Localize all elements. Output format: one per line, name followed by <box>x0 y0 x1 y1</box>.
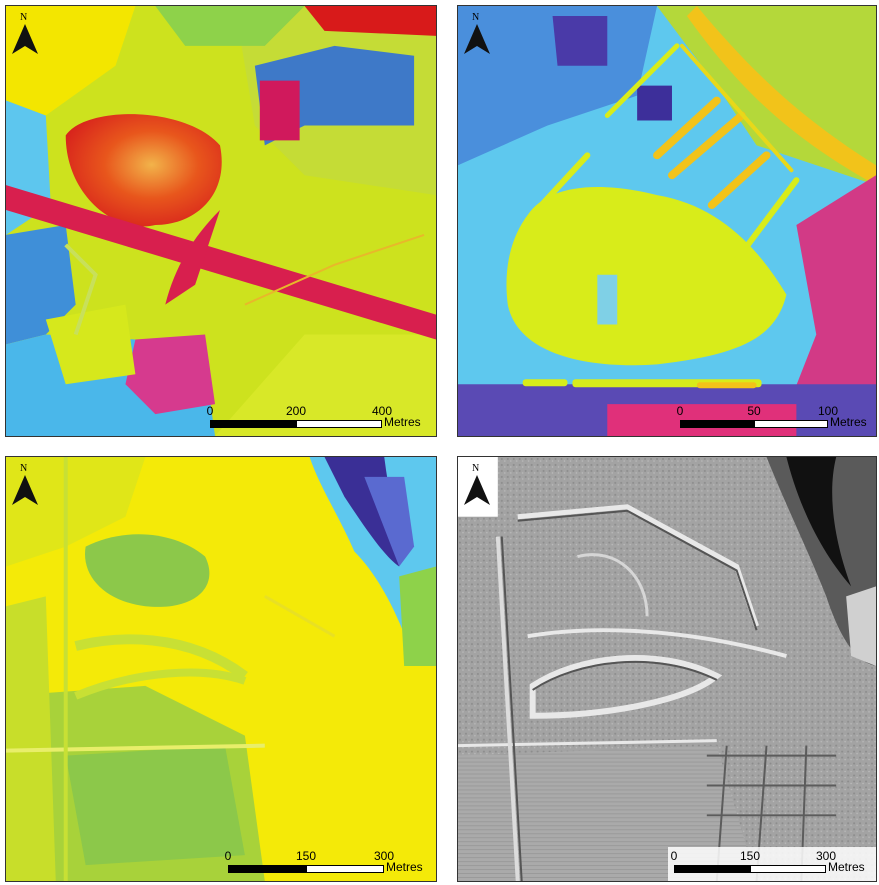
scale-tick: 400 <box>371 404 393 418</box>
scale-unit: Metres <box>830 415 867 429</box>
elevation-raster <box>6 457 436 881</box>
scale-tick: 300 <box>815 849 837 863</box>
scale-bar-graphic <box>228 865 384 873</box>
map-panel-bottom-right: N 0 150 300 Metres <box>457 456 877 882</box>
scale-unit: Metres <box>386 860 423 874</box>
map-panel-top-left: N 0 200 400 Metres <box>5 5 437 437</box>
elevation-raster <box>6 6 436 436</box>
map-panel-top-right: N 0 50 100 Metres <box>457 5 877 437</box>
scale-tick: 0 <box>224 849 232 863</box>
north-arrow: N <box>12 463 38 507</box>
north-arrow: N <box>12 12 38 56</box>
scale-bar-graphic <box>210 420 382 428</box>
scale-bar: 0 150 300 Metres <box>224 849 436 881</box>
scale-tick: 150 <box>295 849 317 863</box>
scale-bar: 0 150 300 Metres <box>668 847 876 881</box>
scale-bar: 0 200 400 Metres <box>206 404 430 436</box>
scale-tick: 150 <box>739 849 761 863</box>
scale-bar-graphic <box>674 865 826 873</box>
north-label: N <box>472 463 480 474</box>
scale-tick: 100 <box>817 404 839 418</box>
north-label: N <box>472 12 480 23</box>
scale-unit: Metres <box>828 860 865 874</box>
scale-tick: 200 <box>285 404 307 418</box>
north-arrow-icon <box>464 24 490 54</box>
scale-tick: 0 <box>676 404 684 418</box>
north-label: N <box>20 12 28 23</box>
north-arrow-icon <box>464 475 490 505</box>
hillshade-raster <box>458 457 876 881</box>
scale-tick: 0 <box>670 849 678 863</box>
scale-tick: 0 <box>206 404 214 418</box>
scale-tick: 50 <box>747 404 761 418</box>
north-label: N <box>20 463 28 474</box>
scale-unit: Metres <box>384 415 421 429</box>
north-arrow: N <box>464 463 490 507</box>
scale-tick: 300 <box>373 849 395 863</box>
north-arrow-icon <box>12 475 38 505</box>
north-arrow: N <box>464 12 490 56</box>
scale-bar-graphic <box>680 420 828 428</box>
elevation-raster <box>458 6 876 436</box>
scale-bar: 0 50 100 Metres <box>676 404 876 436</box>
north-arrow-icon <box>12 24 38 54</box>
map-panel-bottom-left: N 0 150 300 Metres <box>5 456 437 882</box>
